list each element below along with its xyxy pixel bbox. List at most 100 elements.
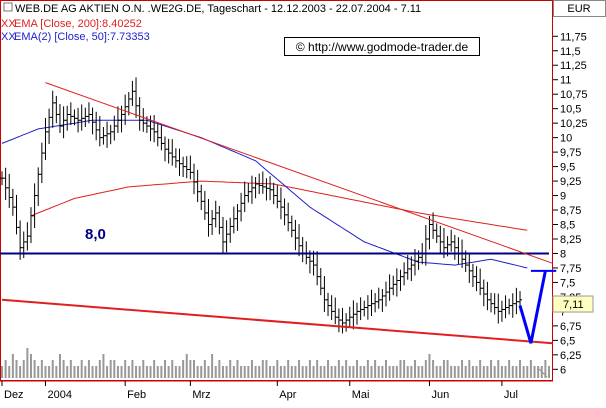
y-tick-label: 8,75	[560, 205, 581, 217]
volume-bar	[240, 366, 243, 378]
y-tick-label: 6,25	[560, 350, 581, 362]
volume-bar	[341, 366, 344, 378]
volume-bar	[77, 366, 80, 378]
volume-bar	[348, 366, 351, 378]
volume-bar	[200, 366, 203, 378]
x-tick-label: Apr	[279, 389, 296, 401]
volume-bar	[337, 360, 340, 378]
volume-bar	[511, 366, 514, 378]
volume-bar	[442, 360, 445, 378]
y-tick-label: 9,5	[560, 162, 575, 174]
projection-arrow	[518, 270, 547, 344]
volume-bar	[127, 366, 130, 378]
lower-trendline	[1, 298, 553, 345]
volume-bar	[537, 366, 540, 378]
x-tick-label: 2004	[47, 389, 71, 401]
volume-bar	[533, 366, 536, 378]
volume-bar	[522, 366, 525, 378]
volume-bar	[196, 366, 199, 378]
volume-bar	[308, 360, 311, 378]
volume-bar	[229, 360, 232, 378]
y-tick-label: 7,5	[560, 277, 575, 289]
volume-bar	[544, 360, 547, 378]
volume-bar	[73, 366, 76, 378]
volume-bar	[48, 366, 51, 378]
volume-bar	[142, 360, 145, 378]
y-tick-label: 9,75	[560, 147, 581, 159]
volume-bar	[374, 360, 377, 378]
volume-bar	[149, 366, 152, 378]
support-label: 8,0	[85, 226, 106, 243]
volume-bar	[272, 366, 275, 378]
volume-bar	[19, 366, 22, 378]
volume-bar	[211, 354, 214, 378]
legend: WEB.DE AG AKTIEN O.N. .WE2G.DE, Tagescha…	[1, 2, 421, 43]
volume-bar	[345, 360, 348, 378]
y-tick-label: 11,75	[560, 31, 587, 43]
volume-bar	[265, 360, 268, 378]
volume-bar	[529, 360, 532, 378]
volume-bar	[486, 366, 489, 378]
y-axis-panel	[553, 0, 606, 403]
volume-bar	[236, 360, 239, 378]
volume-bar	[178, 366, 181, 378]
upper-trendline	[45, 82, 553, 264]
volume-bar	[55, 366, 58, 378]
volume-bar	[482, 366, 485, 378]
legend-box-icon	[3, 2, 13, 12]
volume-bar	[145, 366, 148, 378]
y-tick-label: 6,75	[560, 321, 581, 333]
volume-bar	[548, 366, 550, 378]
volume-bar	[254, 366, 257, 378]
volume-bar	[58, 354, 61, 378]
volume-bar	[243, 366, 246, 378]
last-price-label: 7,11	[563, 299, 584, 311]
volume-bar	[279, 366, 282, 378]
x-tick-label: Jun	[431, 389, 449, 401]
volume-bar	[334, 366, 337, 378]
plot-frame	[0, 0, 553, 381]
volume-bar	[4, 360, 7, 378]
legend-ema200-prefix: XX	[1, 18, 16, 30]
watermark-box	[284, 37, 480, 56]
volume-bar	[283, 366, 286, 378]
x-tick-label: Jul	[504, 389, 518, 401]
volume-bar	[192, 360, 195, 378]
volume-bar	[156, 366, 159, 378]
chart-title: WEB.DE AG AKTIEN O.N. .WE2G.DE, Tagescha…	[15, 3, 421, 15]
x-tick-label: Mai	[352, 389, 370, 401]
volume-bar	[363, 366, 366, 378]
volume-bar	[51, 360, 54, 378]
volume-bar	[439, 366, 442, 378]
y-tick-label: 6,5	[560, 335, 575, 347]
volume-bar	[207, 366, 210, 378]
y-tick-label: 11,5	[560, 46, 581, 58]
volume-bar	[497, 360, 500, 378]
y-axis: 11,75 11,5 11,25 11 10,75 10,5 10,25 10 9,75 9,5 9…	[553, 31, 588, 376]
volume-bar	[276, 360, 279, 378]
volume-bar	[269, 366, 272, 378]
volume-bar	[1, 366, 3, 378]
volume-bar	[450, 366, 453, 378]
volume-bar	[493, 366, 496, 378]
volume-bar	[526, 366, 529, 378]
volume-bar	[479, 360, 482, 378]
volume-bar	[377, 366, 380, 378]
y-tick-label: 10,5	[560, 104, 581, 116]
volume-bar	[29, 354, 32, 378]
ema50-line	[1, 119, 528, 269]
volume-bar	[316, 360, 319, 378]
volume-bar	[221, 366, 224, 378]
volume-bar	[457, 366, 460, 378]
volume-bar	[84, 366, 87, 378]
volume-bar	[153, 360, 156, 378]
volume-bars	[1, 348, 550, 378]
volume-bar	[11, 354, 14, 378]
volume-bar	[413, 360, 416, 378]
y-tick-label: 8,25	[560, 234, 581, 246]
volume-bar	[91, 366, 94, 378]
volume-bar	[384, 360, 387, 378]
volume-bar	[124, 360, 127, 378]
volume-bar	[44, 366, 47, 378]
